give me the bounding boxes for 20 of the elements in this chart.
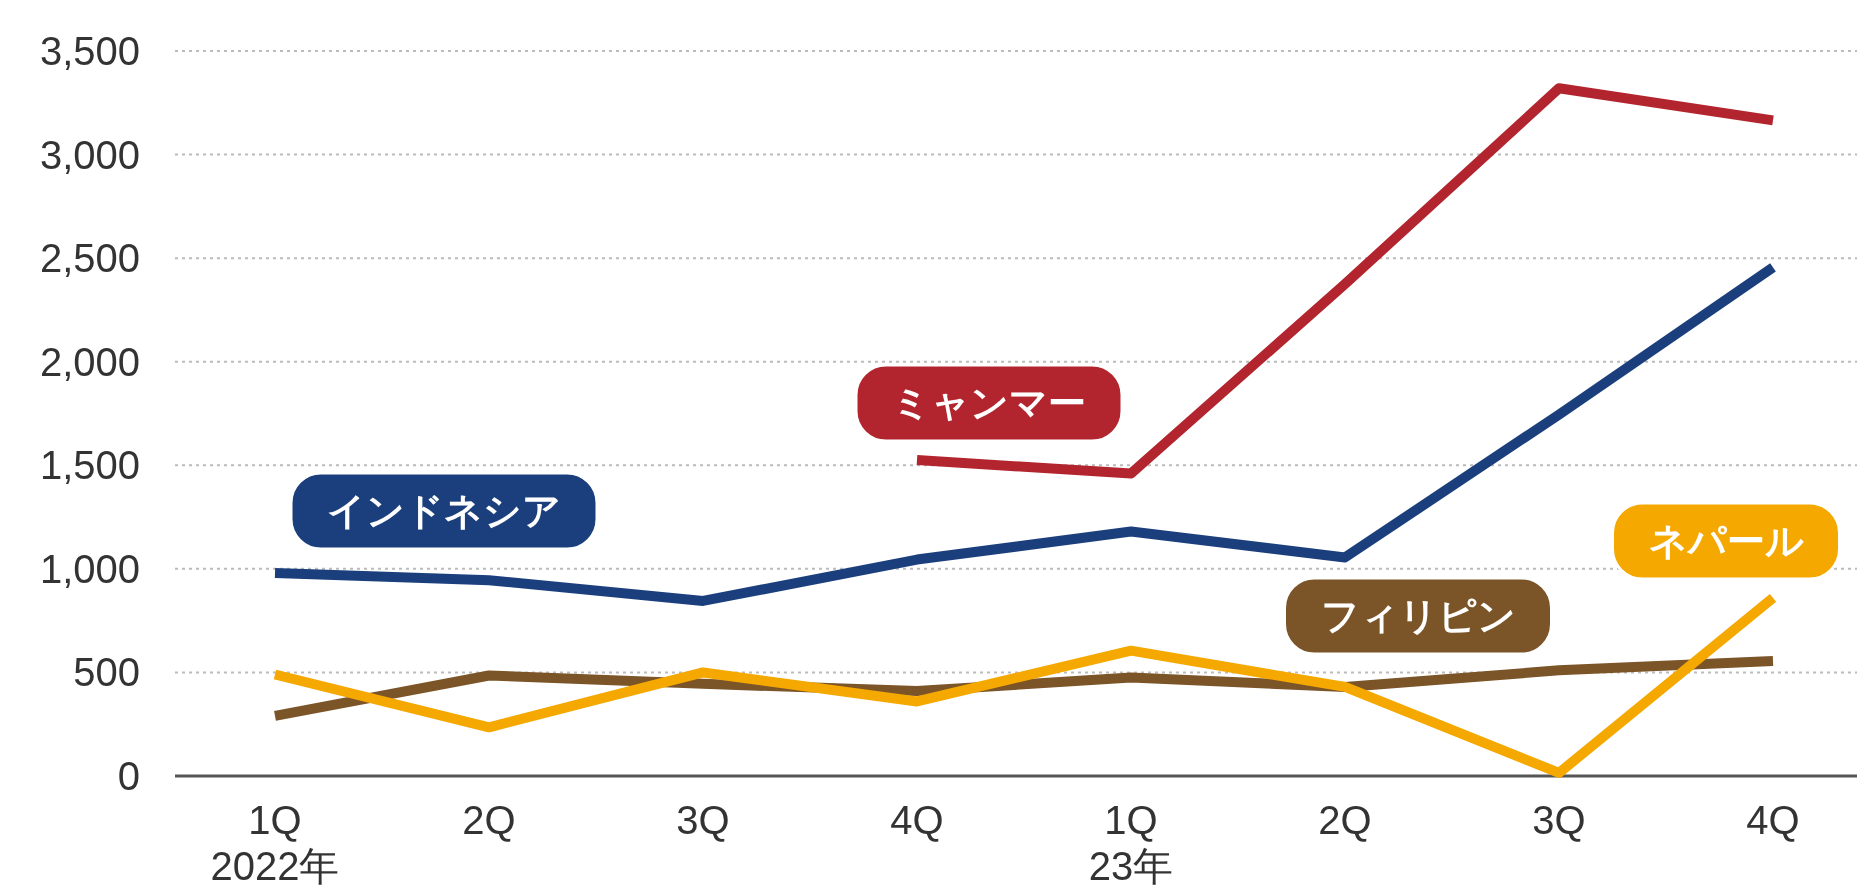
x-tick-label: 2Q [462, 798, 516, 842]
x-tick-label: 4Q [1746, 798, 1800, 842]
y-tick-label: 1,500 [39, 443, 140, 488]
x-tick-label: 3Q [676, 798, 730, 842]
y-tick-label: 3,000 [39, 132, 140, 177]
series-label: ミャンマー [892, 382, 1086, 424]
x-tick-label: 1Q 2022年 [210, 798, 340, 888]
x-tick-label: 2Q [1318, 798, 1372, 842]
series-label: ネパール [1648, 520, 1804, 562]
x-tick-label: 1Q 23年 [1088, 798, 1174, 888]
x-tick-label: 4Q [890, 798, 944, 842]
x-tick-label: 3Q [1532, 798, 1586, 842]
y-tick-label: 1,000 [39, 546, 140, 591]
y-tick-label: 3,500 [39, 29, 140, 73]
series-label: フィリピン [1320, 595, 1516, 637]
series-label: インドネシア [327, 490, 561, 532]
y-tick-label: 2,500 [39, 236, 140, 281]
y-tick-label: 0 [117, 754, 140, 798]
y-tick-label: 500 [73, 650, 140, 695]
y-tick-label: 2,000 [39, 339, 140, 384]
